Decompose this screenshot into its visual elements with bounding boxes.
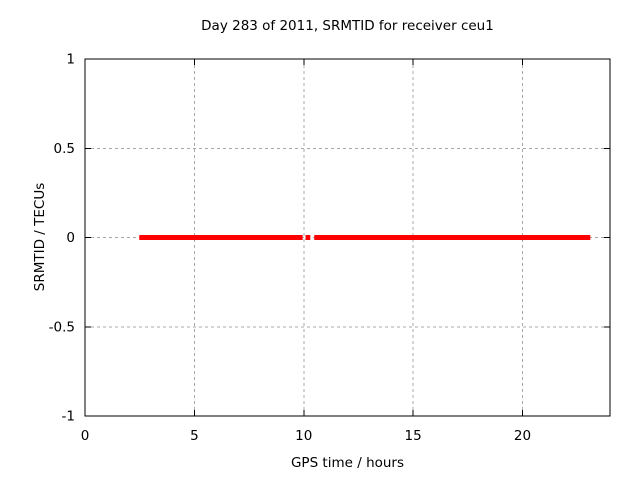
x-tick-label: 0 — [81, 428, 90, 444]
y-tick-label: 1 — [66, 52, 75, 68]
plot-border — [84, 58, 611, 417]
y-tick-label: -1 — [62, 409, 75, 425]
y-tick-label: 0.5 — [54, 141, 75, 157]
chart-title: Day 283 of 2011, SRMTID for receiver ceu… — [201, 18, 494, 34]
y-tick-label: 0 — [66, 230, 75, 246]
x-tick-label: 10 — [295, 428, 312, 444]
x-tick-label: 5 — [190, 428, 199, 444]
y-tick-label: -0.5 — [49, 319, 75, 335]
x-tick-label: 20 — [514, 428, 531, 444]
x-tick-label: 15 — [405, 428, 422, 444]
x-axis-label: GPS time / hours — [290, 455, 405, 471]
